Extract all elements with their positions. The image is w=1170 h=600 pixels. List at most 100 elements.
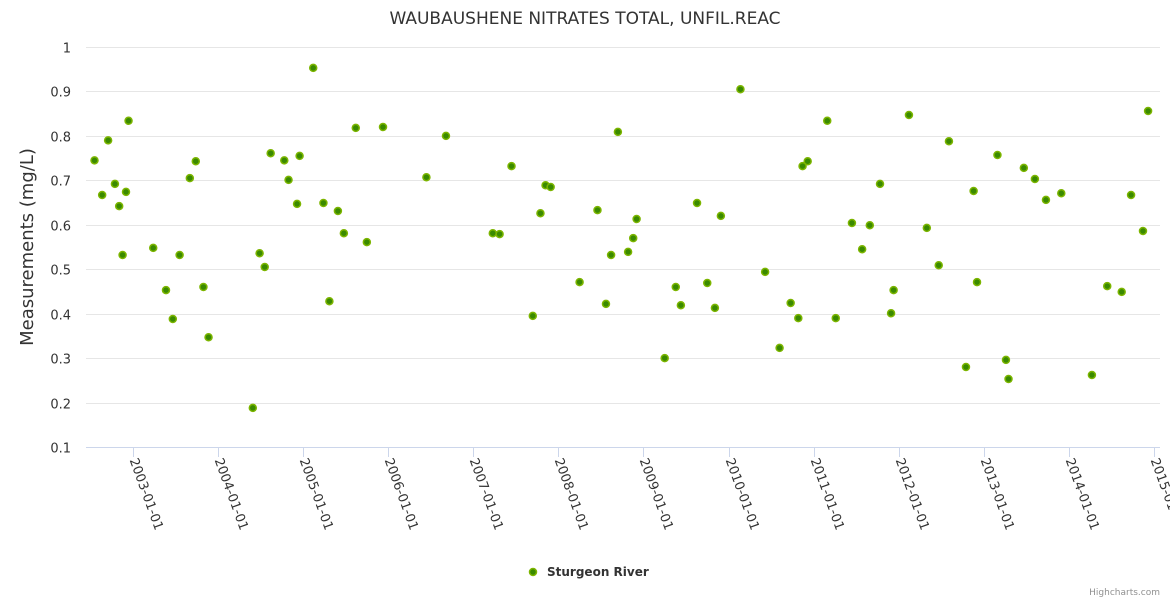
data-point[interactable] <box>716 211 726 221</box>
data-point[interactable] <box>775 343 784 353</box>
data-point[interactable] <box>319 198 328 208</box>
data-point[interactable] <box>295 151 304 161</box>
data-point[interactable] <box>121 187 131 197</box>
data-point[interactable] <box>1143 106 1153 116</box>
data-point[interactable] <box>1057 188 1066 198</box>
data-point[interactable] <box>993 150 1002 160</box>
data-point[interactable] <box>922 223 932 233</box>
data-point[interactable] <box>1138 226 1148 236</box>
data-point[interactable] <box>124 116 133 126</box>
data-point[interactable] <box>1087 370 1097 380</box>
data-point[interactable] <box>760 267 770 277</box>
data-point[interactable] <box>1030 174 1040 184</box>
data-point[interactable] <box>546 182 555 192</box>
x-tick-label: 2007-01-01 <box>466 456 506 532</box>
data-point[interactable] <box>441 131 451 141</box>
data-point[interactable] <box>266 148 275 158</box>
data-point[interactable] <box>185 173 195 183</box>
credits-link[interactable]: Highcharts.com <box>1089 588 1160 598</box>
x-tick-label: 2005-01-01 <box>296 456 336 532</box>
data-point[interactable] <box>260 262 269 272</box>
data-point[interactable] <box>97 190 107 200</box>
legend-label: Sturgeon River <box>547 565 649 579</box>
data-point[interactable] <box>488 228 498 238</box>
data-point[interactable] <box>593 205 602 215</box>
data-point[interactable] <box>103 136 113 145</box>
data-point[interactable] <box>175 250 184 260</box>
data-point[interactable] <box>613 127 623 137</box>
data-point[interactable] <box>507 161 516 171</box>
data-point[interactable] <box>601 299 611 309</box>
data-point[interactable] <box>204 332 213 342</box>
data-point[interactable] <box>199 282 208 292</box>
data-point[interactable] <box>944 136 954 146</box>
data-point[interactable] <box>847 218 857 228</box>
data-point[interactable] <box>1117 287 1126 297</box>
data-point[interactable] <box>969 186 978 196</box>
data-point[interactable] <box>803 156 812 166</box>
data-point[interactable] <box>865 220 875 230</box>
data-point[interactable] <box>168 314 178 324</box>
data-point[interactable] <box>798 161 807 171</box>
data-point[interactable] <box>1126 190 1136 200</box>
data-point[interactable] <box>575 277 584 287</box>
data-point[interactable] <box>191 156 201 166</box>
data-point[interactable] <box>623 247 633 257</box>
x-tick-label: 2011-01-01 <box>807 456 847 532</box>
data-point[interactable] <box>628 233 638 243</box>
data-point[interactable] <box>934 260 943 270</box>
data-point[interactable] <box>904 110 914 120</box>
data-point[interactable] <box>671 282 681 292</box>
data-point[interactable] <box>972 277 982 287</box>
data-point[interactable] <box>118 250 127 260</box>
data-point[interactable] <box>857 244 867 254</box>
data-point[interactable] <box>1001 355 1011 365</box>
data-point[interactable] <box>292 199 302 209</box>
data-point[interactable] <box>786 298 795 308</box>
data-point[interactable] <box>280 156 289 165</box>
data-point[interactable] <box>255 248 264 258</box>
data-point[interactable] <box>362 237 372 247</box>
data-point[interactable] <box>736 84 745 94</box>
data-point[interactable] <box>351 123 361 133</box>
data-point[interactable] <box>1004 374 1013 384</box>
data-point[interactable] <box>676 300 686 310</box>
data-point[interactable] <box>528 311 538 321</box>
data-point[interactable] <box>284 175 293 185</box>
data-point[interactable] <box>536 208 545 218</box>
data-point[interactable] <box>110 179 120 189</box>
data-point[interactable] <box>1019 163 1029 173</box>
data-point[interactable] <box>1041 195 1051 205</box>
data-point[interactable] <box>90 156 99 165</box>
data-point[interactable] <box>703 278 712 288</box>
y-tick-label: 0.3 <box>50 353 71 368</box>
data-point[interactable] <box>831 313 841 323</box>
data-point[interactable] <box>333 206 343 216</box>
data-point[interactable] <box>148 243 158 253</box>
x-tick-label: 2004-01-01 <box>211 456 251 532</box>
data-point[interactable] <box>248 403 258 413</box>
legend-item-sturgeon-river[interactable]: Sturgeon River <box>528 565 649 579</box>
data-point[interactable] <box>606 250 616 260</box>
data-point[interactable] <box>961 362 971 372</box>
data-point[interactable] <box>692 198 702 208</box>
data-point[interactable] <box>889 285 898 295</box>
data-point[interactable] <box>710 303 720 313</box>
data-point[interactable] <box>886 308 896 318</box>
data-point[interactable] <box>632 214 641 224</box>
data-point[interactable] <box>875 179 885 189</box>
data-point[interactable] <box>1102 281 1112 291</box>
data-point[interactable] <box>308 63 318 73</box>
data-point[interactable] <box>794 313 803 323</box>
data-point[interactable] <box>325 296 334 306</box>
data-point[interactable] <box>114 201 124 211</box>
data-point[interactable] <box>339 228 349 238</box>
data-point[interactable] <box>822 116 832 126</box>
x-tick-label: 2003-01-01 <box>126 456 166 532</box>
data-point[interactable] <box>660 353 669 363</box>
data-point[interactable] <box>161 285 171 295</box>
data-point[interactable] <box>378 122 388 132</box>
data-point[interactable] <box>422 172 431 182</box>
data-point[interactable] <box>495 229 504 239</box>
series-sturgeon-river[interactable] <box>90 63 1153 413</box>
